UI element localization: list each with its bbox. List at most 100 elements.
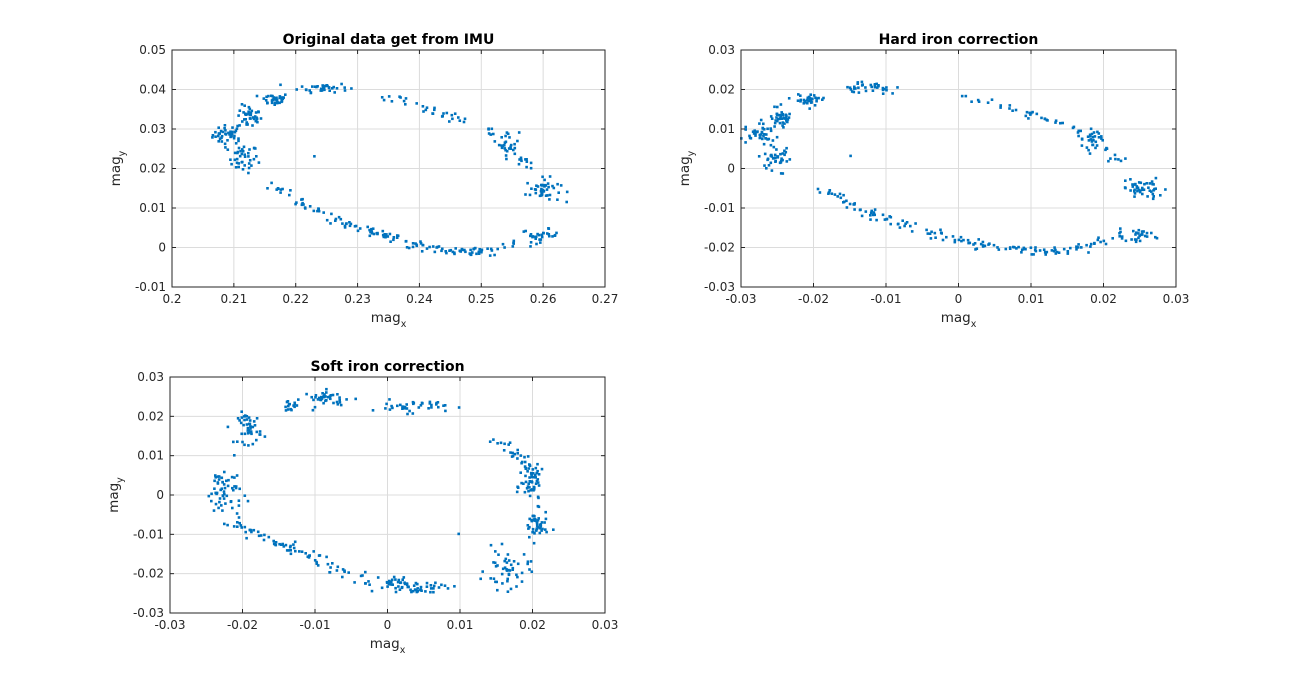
scatter-point (236, 151, 239, 155)
scatter-point (394, 578, 397, 581)
scatter-point (509, 147, 512, 150)
scatter-point (463, 248, 466, 252)
y-tick-label: 0.01 (137, 449, 164, 463)
scatter-point (930, 230, 933, 234)
scatter-point (530, 570, 534, 573)
scatter-point (1040, 116, 1043, 120)
scatter-point (412, 589, 415, 593)
scatter-point (217, 475, 221, 478)
scatter-point (534, 466, 538, 470)
scatter-point (505, 568, 508, 571)
scatter-point (509, 145, 512, 149)
scatter-point (860, 84, 864, 87)
scatter-point (226, 148, 230, 151)
scatter-point (1134, 233, 1137, 236)
scatter-point (234, 486, 238, 490)
scatter-point (808, 97, 812, 100)
ticks: -0.03 -0.02 -0.01 0 0.01 0.02 0.03 -0.03 -0.02 -0… (704, 43, 1189, 306)
scatter-point (249, 427, 252, 430)
scatter-point (1089, 242, 1093, 246)
scatter-point (316, 85, 319, 88)
scatter-point (421, 402, 424, 405)
scatter-point (546, 232, 549, 235)
scatter-point (388, 232, 392, 236)
scatter-point (511, 568, 514, 571)
scatter-point (284, 543, 288, 547)
scatter-point (881, 88, 885, 92)
scatter-point (239, 524, 243, 527)
scatter-point (499, 441, 503, 445)
scatter-point (769, 154, 773, 157)
scatter-point (323, 393, 326, 396)
scatter-point (781, 158, 784, 162)
scatter-point (427, 407, 430, 410)
scatter-point (217, 506, 220, 510)
scatter-point (506, 577, 509, 581)
scatter-point (532, 488, 536, 491)
scatter-point (992, 243, 996, 247)
scatter-point (752, 132, 756, 135)
scatter-point (345, 222, 348, 225)
scatter-point (537, 484, 541, 487)
scatter-point (284, 405, 287, 409)
scatter-point (1129, 178, 1132, 181)
scatter-point (399, 581, 402, 585)
scatter-point (962, 238, 965, 242)
scatter-point (986, 101, 990, 104)
scatter-point (399, 403, 402, 407)
scatter-point (250, 164, 253, 167)
scatter-point (385, 402, 388, 406)
scatter-point (516, 448, 519, 452)
scatter-point (1042, 248, 1046, 251)
scatter-point (821, 98, 824, 101)
scatter-point (843, 200, 846, 204)
scatter-point (513, 152, 517, 156)
scatter-point (222, 490, 226, 493)
scatter-point (528, 494, 532, 498)
scatter-point (488, 440, 492, 443)
scatter-point (910, 230, 914, 233)
scatter-point (1087, 139, 1091, 142)
scatter-point (758, 133, 762, 137)
scatter-point (214, 502, 218, 506)
scatter-point (487, 132, 491, 135)
scatter-point (246, 432, 250, 435)
x-tick-label: -0.02 (798, 292, 829, 306)
scatter-point (556, 182, 559, 186)
y-tick-label: -0.03 (133, 606, 164, 620)
y-axis-label-subscript: y (115, 477, 126, 483)
scatter-point (1076, 131, 1080, 134)
scatter-point (457, 116, 460, 119)
scatter-point (783, 122, 786, 125)
scatter-point (302, 203, 305, 206)
scatter-point (425, 581, 429, 585)
scatter-point (411, 400, 415, 404)
scatter-point (247, 112, 250, 115)
scatter-point (245, 423, 249, 426)
scatter-point (767, 164, 771, 167)
scatter-point (258, 430, 262, 433)
scatter-point (804, 99, 807, 103)
scatter-point (369, 230, 372, 234)
scatter-point (546, 182, 550, 185)
scatter-point (348, 221, 351, 224)
scatter-point (224, 132, 227, 135)
scatter-point (330, 212, 333, 216)
scatter-point (294, 549, 297, 553)
scatter-point (445, 251, 448, 255)
scatter-point (802, 98, 806, 102)
scatter-point (896, 86, 899, 89)
scatter-point (218, 137, 222, 141)
scatter-point (503, 559, 506, 563)
scatter-point (529, 234, 532, 238)
scatter-point (226, 523, 229, 527)
scatter-point (960, 239, 963, 243)
scatter-point (271, 94, 274, 98)
scatter-point (529, 161, 533, 165)
scatter-point (221, 494, 225, 498)
scatter-point (278, 95, 282, 98)
scatter-point (781, 172, 785, 175)
scatter-point (503, 566, 507, 569)
scatter-point (494, 580, 497, 584)
scatter-point (783, 153, 786, 157)
